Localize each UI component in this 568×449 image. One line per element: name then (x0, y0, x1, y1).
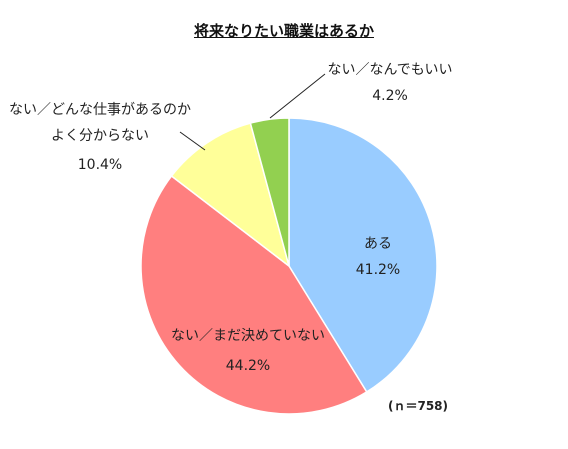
slice-label: ない／まだ決めていない (171, 328, 325, 344)
sample-note: (ｎ＝758) (388, 399, 449, 413)
slice-label: ない／どんな仕事があるのか よく分からない (9, 102, 191, 144)
value-label: 4.2% (372, 88, 408, 104)
value-label: 10.4% (77, 157, 123, 173)
pie-slice (140, 174, 368, 415)
chart-title: 将来なりたい職業はあるか (193, 22, 374, 40)
slice-label: ある (364, 236, 392, 252)
value-label: 44.2% (225, 358, 271, 374)
leader-line (179, 131, 206, 151)
leader-line (269, 73, 326, 119)
pie-slice (288, 117, 438, 393)
slice-label: ない／なんでもいい (327, 62, 453, 78)
value-label: 41.2% (355, 262, 401, 278)
pie-slice (249, 117, 290, 267)
